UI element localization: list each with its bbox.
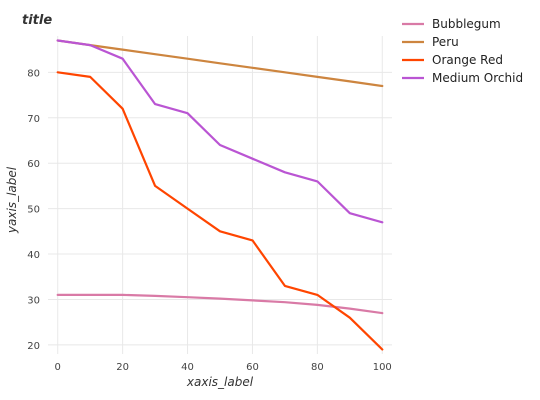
series-line-peru: [56, 39, 384, 88]
x-tick-label: 100: [373, 362, 392, 373]
y-tick-label: 70: [27, 114, 40, 125]
y-tick-label: 80: [27, 68, 40, 79]
y-tick-labels: 20 30 40 50 60 70 80: [27, 68, 40, 352]
series-line-bubblegum: [56, 293, 384, 315]
y-tick-label: 50: [27, 205, 40, 216]
chart-title: title: [22, 13, 52, 28]
y-tick-label: 60: [27, 159, 40, 170]
y-axis-label: yaxis_label: [5, 166, 19, 234]
y-tick-label: 30: [27, 295, 40, 306]
x-tick-labels: 0 20 40 60 80 100: [55, 362, 392, 373]
grid: [48, 36, 392, 354]
series-line-medium-orchid: [56, 39, 384, 224]
x-tick-label: 80: [311, 362, 324, 373]
legend-label: Medium Orchid: [432, 71, 523, 85]
x-axis-label: xaxis_label: [186, 375, 254, 389]
y-tick-label: 20: [27, 341, 40, 352]
x-tick-label: 40: [181, 362, 194, 373]
legend-label: Orange Red: [432, 53, 503, 67]
x-tick-label: 60: [246, 362, 259, 373]
series-line-orange-red: [56, 71, 384, 351]
x-tick-label: 0: [55, 362, 61, 373]
legend-label: Bubblegum: [432, 17, 501, 31]
y-tick-label: 40: [27, 250, 40, 261]
legend-label: Peru: [432, 35, 459, 49]
series-lines: [56, 39, 384, 351]
x-tick-label: 20: [116, 362, 129, 373]
legend: Bubblegum Peru Orange Red Medium Orchid: [402, 17, 523, 85]
